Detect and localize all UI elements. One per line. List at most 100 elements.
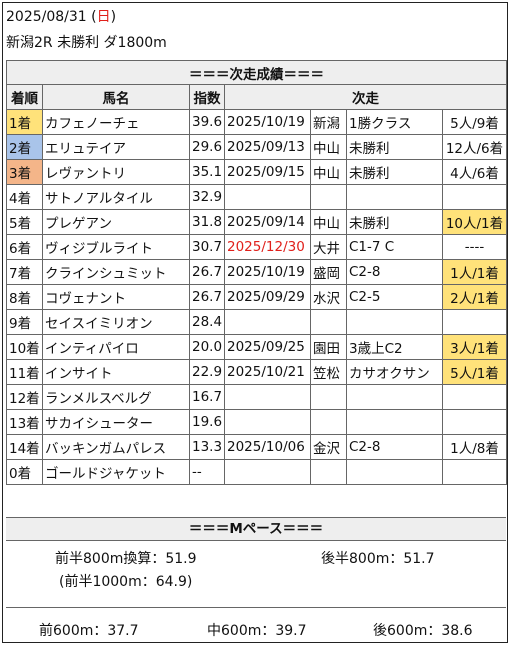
next-date-cell — [224, 309, 311, 335]
result-row: 14着 バッキンガムパレス 13.3 2025/10/06 金沢 C2-8 1人/8着 — [6, 434, 507, 460]
index-cell: 39.6 — [189, 109, 225, 135]
next-result-cell: 12人/6着 — [442, 134, 507, 160]
result-row: 7着 クラインシュミット 26.7 2025/10/19 盛岡 C2-8 1人/1着 — [6, 259, 507, 285]
next-class-cell: C2-8 — [346, 259, 443, 285]
index-cell: 26.7 — [189, 259, 225, 285]
next-class-cell — [346, 184, 443, 210]
next-result-cell: 1人/1着 — [442, 259, 507, 285]
index-cell: 32.9 — [189, 184, 225, 210]
index-cell: 35.1 — [189, 159, 225, 185]
next-venue-cell: 中山 — [310, 209, 347, 235]
col-rank: 着順 — [6, 84, 43, 110]
next-date-cell: 2025/09/15 — [224, 159, 311, 185]
next-class-cell: C2-5 — [346, 284, 443, 310]
section-results-title: ＝＝＝次走成績＝＝＝ — [6, 60, 507, 85]
horse-name-cell: クラインシュミット — [42, 259, 190, 285]
next-result-cell: 2人/1着 — [442, 284, 507, 310]
next-venue-cell: 新潟 — [310, 109, 347, 135]
race-card: 2025/08/31 (日) 新潟2R 未勝利 ダ1800m ＝＝＝次走成績＝＝… — [2, 2, 508, 643]
horse-name-cell: ゴールドジャケット — [42, 459, 190, 485]
race-title: 新潟2R 未勝利 ダ1800m — [6, 35, 167, 51]
horse-name-cell: セイスイミリオン — [42, 309, 190, 335]
next-result-cell: 10人/1着 — [442, 209, 507, 235]
horse-name-cell: サカイシューター — [42, 409, 190, 435]
next-result-cell: 5人/1着 — [442, 359, 507, 385]
result-row: 9着 セイスイミリオン 28.4 — [6, 309, 507, 335]
pace-first600: 前600m：37.7 — [39, 623, 139, 639]
next-venue-cell — [310, 409, 347, 435]
next-date-cell: 2025/10/06 — [224, 434, 311, 460]
horse-name-cell: カフェノーチェ — [42, 109, 190, 135]
col-next: 次走 — [224, 84, 507, 110]
rank-cell: 11着 — [6, 359, 43, 385]
next-result-cell: 5人/9着 — [442, 109, 507, 135]
next-date-cell — [224, 384, 311, 410]
horse-name-cell: ランメルスベルグ — [42, 384, 190, 410]
next-venue-cell: 水沢 — [310, 284, 347, 310]
index-cell: 16.7 — [189, 384, 225, 410]
next-date-cell — [224, 459, 311, 485]
rank-cell: 6着 — [6, 234, 43, 260]
pace-front1000: (前半1000m：64.9) — [59, 574, 193, 590]
horse-name-cell: プレゲアン — [42, 209, 190, 235]
next-class-cell — [346, 459, 443, 485]
rank-cell: 13着 — [6, 409, 43, 435]
result-row: 2着 エリュテイア 29.6 2025/09/13 中山 未勝利 12人/6着 — [6, 134, 507, 160]
result-row: 10着 インティパイロ 20.0 2025/09/25 園田 3歳上C2 3人/1着 — [6, 334, 507, 360]
index-cell: 19.6 — [189, 409, 225, 435]
next-venue-cell — [310, 384, 347, 410]
rank-cell: 4着 — [6, 184, 43, 210]
horse-name-cell: インティパイロ — [42, 334, 190, 360]
result-row: 8着 コヴェナント 26.7 2025/09/29 水沢 C2-5 2人/1着 — [6, 284, 507, 310]
next-result-cell: 4人/6着 — [442, 159, 507, 185]
pace-divider — [6, 607, 506, 608]
next-result-cell — [442, 384, 507, 410]
index-cell: 26.7 — [189, 284, 225, 310]
col-horse: 馬名 — [42, 84, 190, 110]
result-row: 13着 サカイシューター 19.6 — [6, 409, 507, 435]
rank-cell: 0着 — [6, 459, 43, 485]
pace-front800: 前半800m換算：51.9 — [55, 551, 197, 567]
result-row: 6着 ヴィジブルライト 30.7 2025/12/30 大井 C1-7 C ---- — [6, 234, 507, 260]
index-cell: 20.0 — [189, 334, 225, 360]
next-class-cell: 1勝クラス — [346, 109, 443, 135]
next-result-cell: 1人/8着 — [442, 434, 507, 460]
next-venue-cell: 大井 — [310, 234, 347, 260]
rank-cell: 1着 — [6, 109, 43, 135]
section-results-row: ＝＝＝次走成績＝＝＝ — [6, 60, 507, 85]
result-row: 0着 ゴールドジャケット -- — [6, 459, 507, 485]
next-date-cell: 2025/09/25 — [224, 334, 311, 360]
next-class-cell: C2-8 — [346, 434, 443, 460]
next-date-cell — [224, 409, 311, 435]
index-cell: 31.8 — [189, 209, 225, 235]
section-pace-title: ＝＝＝Mペース＝＝＝ — [6, 517, 506, 541]
index-cell: 22.9 — [189, 359, 225, 385]
next-class-cell: 未勝利 — [346, 159, 443, 185]
horse-name-cell: エリュテイア — [42, 134, 190, 160]
day-of-week: 日 — [96, 9, 111, 25]
next-date-cell — [224, 184, 311, 210]
next-venue-cell: 金沢 — [310, 434, 347, 460]
next-result-cell — [442, 409, 507, 435]
horse-name-cell: コヴェナント — [42, 284, 190, 310]
race-date: 2025/08/31 (日) — [6, 7, 116, 27]
header-row: 着順 馬名 指数 次走 — [6, 84, 507, 110]
next-venue-cell — [310, 309, 347, 335]
index-cell: 30.7 — [189, 234, 225, 260]
next-class-cell — [346, 409, 443, 435]
next-date-cell: 2025/10/19 — [224, 259, 311, 285]
next-venue-cell: 盛岡 — [310, 259, 347, 285]
next-date-cell: 2025/10/21 — [224, 359, 311, 385]
next-result-cell — [442, 459, 507, 485]
rank-cell: 7着 — [6, 259, 43, 285]
next-date-cell: 2025/09/14 — [224, 209, 311, 235]
horse-name-cell: レヴァントリ — [42, 159, 190, 185]
results-table: ＝＝＝次走成績＝＝＝ 着順 馬名 指数 次走 1着 カフェノーチェ 39.6 2025… — [6, 60, 507, 485]
next-venue-cell: 笠松 — [310, 359, 347, 385]
next-class-cell: 未勝利 — [346, 134, 443, 160]
next-venue-cell — [310, 184, 347, 210]
next-date-cell: 2025/12/30 — [224, 234, 311, 260]
result-row: 5着 プレゲアン 31.8 2025/09/14 中山 未勝利 10人/1着 — [6, 209, 507, 235]
next-result-cell — [442, 309, 507, 335]
rank-cell: 3着 — [6, 159, 43, 185]
